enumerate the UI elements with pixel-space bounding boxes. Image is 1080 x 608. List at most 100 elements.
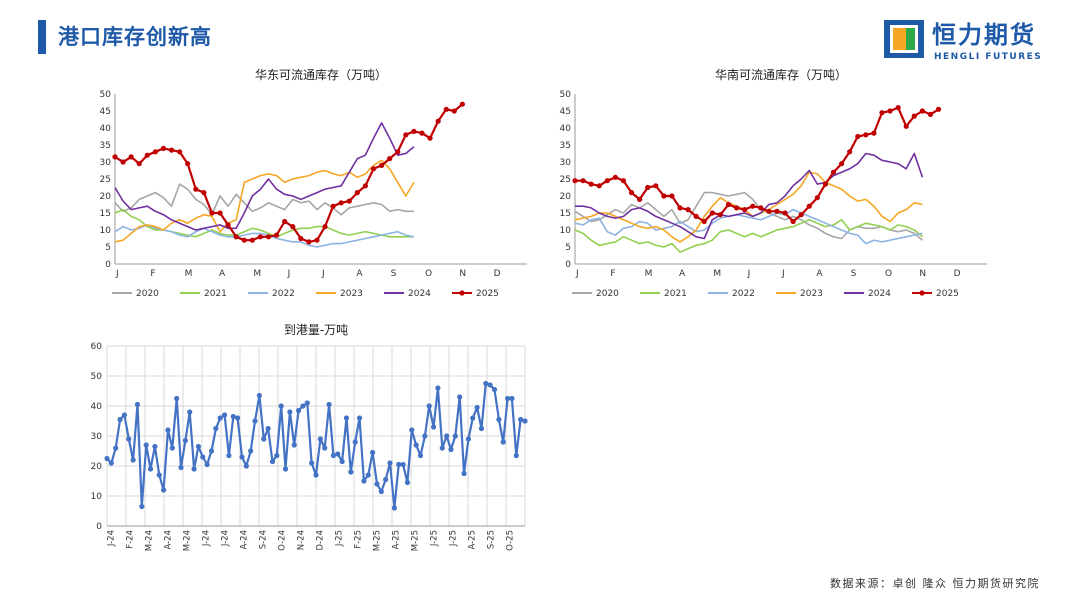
logo-mark-icon	[884, 20, 924, 58]
series-point-2025	[733, 205, 740, 211]
arrivals-point	[404, 479, 411, 486]
arrivals-point	[174, 395, 180, 402]
arrivals-point	[274, 452, 280, 459]
series-point-2025	[282, 218, 288, 225]
arrivals-point	[169, 445, 175, 451]
legend-label: 2020	[136, 289, 159, 299]
series-point-2025	[838, 161, 845, 167]
series-point-2025	[637, 196, 643, 202]
series-point-2025	[871, 130, 877, 136]
arrivals-point	[178, 464, 184, 471]
series-point-2025	[233, 234, 239, 240]
x-tick-label: J	[747, 269, 751, 279]
series-point-2025	[895, 105, 901, 111]
series-point-2025	[193, 186, 199, 192]
y-tick-label: 25	[560, 175, 571, 185]
series-point-2025	[298, 235, 304, 242]
y-tick-label: 5	[565, 243, 571, 253]
arrivals-point	[465, 436, 471, 442]
arrivals-point	[235, 415, 241, 421]
arrivals-point	[195, 443, 202, 450]
series-point-2025	[572, 178, 578, 184]
arrivals-point	[139, 503, 145, 510]
series-point-2025	[387, 156, 393, 162]
logo-subtitle: HENGLI FUTURES	[934, 52, 1043, 60]
x-tick-label: N	[919, 269, 926, 279]
series-point-2025	[774, 208, 780, 214]
x-tick-label: D-24	[316, 530, 326, 550]
series-point-2025	[225, 222, 231, 228]
arrivals-point	[370, 449, 376, 456]
y-tick-label: 10	[100, 226, 112, 236]
arrivals-point	[387, 460, 393, 466]
legend-label: 2020	[596, 289, 619, 299]
x-tick-label: J	[115, 269, 119, 279]
x-tick-label: J	[321, 269, 325, 279]
arrivals-point	[330, 452, 337, 459]
arrivals-point	[265, 425, 271, 432]
x-tick-label: J-25	[449, 530, 459, 547]
arrivals-point	[256, 392, 262, 399]
arrivals-point	[500, 439, 506, 445]
arrivals-point	[204, 461, 210, 468]
series-line-2021	[574, 219, 923, 253]
x-tick-label: J-24	[202, 530, 212, 547]
arrivals-point	[365, 472, 371, 478]
series-line-2023	[574, 171, 923, 243]
y-tick-label: 45	[100, 107, 111, 117]
legend-label: 2022	[732, 289, 755, 299]
x-tick-label: A	[219, 269, 226, 279]
series-point-2025	[290, 224, 296, 230]
series-point-2025	[306, 239, 312, 245]
arrivals-point	[391, 505, 397, 511]
arrivals-point	[504, 395, 511, 402]
series-point-2025	[330, 203, 336, 209]
series-point-2025	[459, 101, 465, 107]
x-tick-label: M	[645, 269, 653, 279]
series-point-2025	[580, 178, 586, 184]
x-tick-label: D	[954, 269, 961, 279]
series-line-2020	[114, 183, 414, 216]
arrivals-point	[200, 454, 206, 460]
series-point-2025	[847, 149, 853, 155]
series-point-2025	[273, 232, 280, 238]
x-tick-label: N	[459, 269, 466, 279]
series-point-2025	[806, 203, 812, 209]
x-tick-label: J-25	[430, 530, 440, 547]
arrivals-point	[295, 407, 302, 414]
y-tick-label: 50	[100, 90, 112, 100]
arrivals-point	[439, 445, 445, 451]
series-point-2025	[596, 183, 602, 189]
arrivals-point	[291, 442, 297, 448]
series-point-2025	[411, 128, 417, 134]
arrivals-point	[191, 466, 197, 472]
series-line-2020	[574, 191, 923, 241]
series-point-2025	[160, 145, 167, 151]
legend-marker	[919, 290, 925, 296]
arrivals-point	[113, 445, 119, 451]
logo-name: 恒力期货	[932, 21, 1036, 49]
series-point-2025	[935, 106, 942, 112]
series-point-2025	[120, 159, 126, 165]
x-tick-label: S-24	[259, 530, 269, 549]
series-point-2025	[863, 132, 869, 138]
series-point-2025	[395, 149, 401, 155]
legend-label: 2023	[800, 289, 823, 299]
arrivals-point	[104, 455, 110, 462]
legend-label: 2025	[936, 289, 959, 299]
series-point-2025	[435, 118, 441, 124]
series-point-2025	[790, 218, 796, 225]
y-tick-label: 50	[91, 372, 103, 382]
y-tick-label: 40	[100, 124, 112, 134]
arrivals-point	[417, 452, 424, 459]
chart-title: 到港量-万吨	[284, 323, 348, 337]
arrivals-point	[339, 458, 345, 465]
series-point-2025	[201, 190, 207, 196]
x-tick-label: O-25	[506, 530, 516, 551]
arrivals-point	[243, 463, 249, 469]
x-tick-label: A	[679, 269, 686, 279]
x-tick-label: O	[425, 269, 432, 279]
series-point-2025	[709, 210, 715, 216]
arrivals-point	[239, 454, 245, 460]
legend-marker	[459, 290, 465, 296]
